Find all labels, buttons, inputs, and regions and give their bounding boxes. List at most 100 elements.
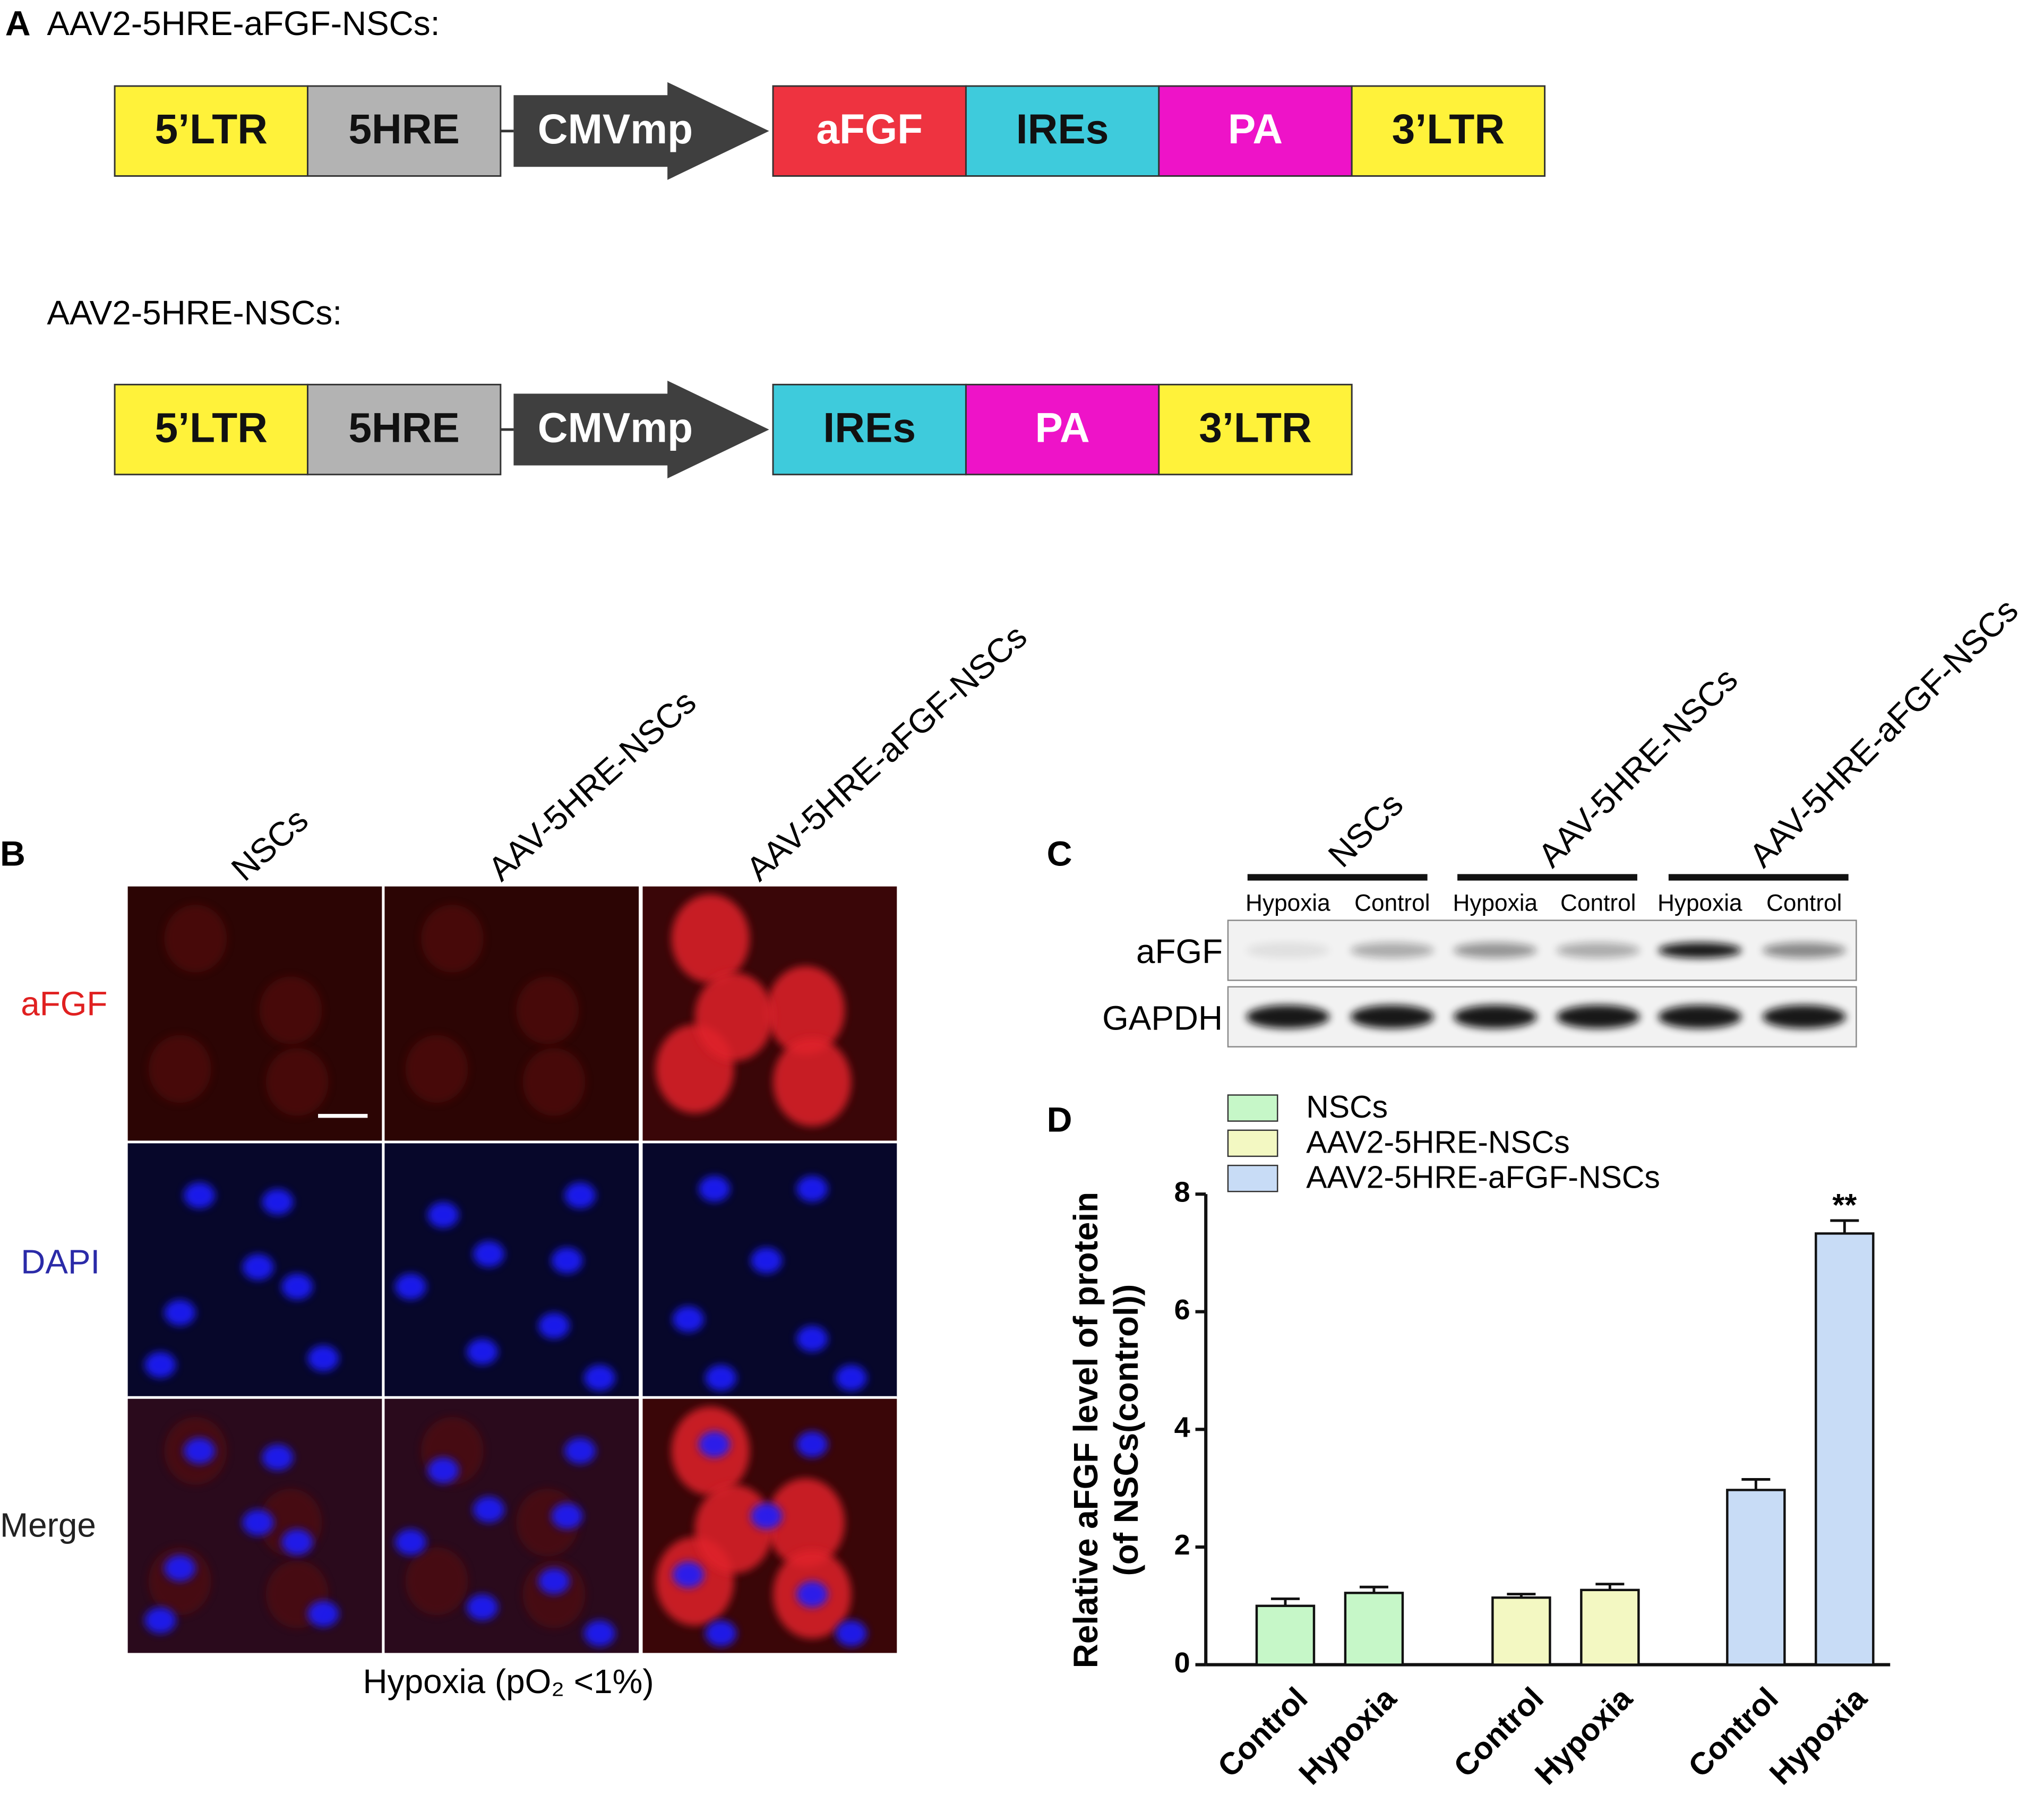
micrograph	[127, 1398, 382, 1653]
row-label: DAPI	[21, 1243, 100, 1281]
construct-title: AAV2-5HRE-NSCs:	[47, 294, 342, 332]
segment-label: PA	[1228, 106, 1283, 152]
segment-label: IREs	[1016, 106, 1109, 152]
nucleus	[751, 1247, 783, 1274]
nucleus	[699, 1175, 730, 1202]
cytoplasm	[516, 976, 579, 1044]
nucleus	[796, 1581, 828, 1608]
blot-label: GAPDH	[1102, 999, 1223, 1037]
cytoplasm	[405, 1035, 468, 1103]
bar	[1580, 1588, 1640, 1666]
micrograph	[642, 886, 897, 1141]
micrograph	[642, 1398, 897, 1653]
band	[1556, 942, 1640, 958]
image-bg	[127, 886, 382, 1141]
panel-letter: A	[5, 4, 31, 44]
nucleus	[262, 1444, 294, 1471]
cytoplasm	[766, 966, 845, 1055]
band	[1658, 1005, 1742, 1029]
band	[1246, 1005, 1330, 1029]
nucleus	[538, 1568, 570, 1594]
band	[1762, 1005, 1846, 1029]
bar	[1815, 1232, 1875, 1666]
cytoplasm	[405, 1547, 468, 1616]
y-axis-label: (of NSCs(control))	[1107, 1284, 1145, 1576]
legend-label: AAV2-5HRE-NSCs	[1306, 1125, 1569, 1160]
band	[1246, 942, 1330, 958]
nucleus	[307, 1345, 339, 1372]
nucleus	[672, 1561, 704, 1588]
image-bg	[384, 1398, 639, 1653]
row-label: Merge	[0, 1506, 96, 1544]
nucleus	[584, 1364, 615, 1391]
nucleus	[184, 1438, 216, 1464]
bar	[1255, 1604, 1316, 1666]
nucleus	[564, 1182, 596, 1209]
cytoplasm	[522, 1048, 586, 1116]
promoter-arrow	[513, 380, 769, 479]
segment-label: 5’LTR	[155, 404, 268, 451]
segment-label: 5HRE	[348, 404, 460, 451]
segment-label: PA	[1035, 404, 1089, 451]
column-label: NSCs	[224, 801, 315, 888]
lane-label: Control	[1560, 890, 1636, 916]
micrograph	[642, 1143, 897, 1398]
segment	[965, 383, 1160, 476]
legend-label: AAV2-5HRE-aFGF-NSCs	[1306, 1161, 1660, 1195]
cytoplasm	[766, 1478, 845, 1567]
segment-label: 5HRE	[348, 106, 460, 152]
segment	[1158, 85, 1353, 177]
segment-label: 3’LTR	[1392, 106, 1505, 152]
micrograph	[384, 1398, 639, 1653]
bar	[1491, 1596, 1551, 1666]
legend-swatch	[1227, 1129, 1278, 1157]
bar	[1344, 1592, 1404, 1666]
nucleus	[699, 1431, 730, 1458]
segment	[965, 85, 1160, 177]
lane-label: Hypoxia	[1246, 890, 1330, 916]
nucleus	[564, 1438, 596, 1464]
lane-label: Control	[1766, 890, 1842, 916]
nucleus	[144, 1352, 176, 1378]
nucleus	[473, 1241, 505, 1267]
panel-letter: D	[1047, 1101, 1072, 1140]
nucleus	[467, 1594, 498, 1621]
nucleus	[796, 1326, 828, 1352]
segment-label: 3’LTR	[1199, 404, 1311, 451]
legend-label: NSCs	[1306, 1090, 1388, 1124]
cytoplasm	[694, 1484, 774, 1574]
panel-letter: C	[1047, 835, 1072, 874]
cytoplasm	[148, 1035, 211, 1103]
nucleus	[242, 1509, 274, 1536]
nucleus	[538, 1312, 570, 1339]
bar	[1726, 1489, 1786, 1666]
x-tick-label: Hypoxia	[1528, 1680, 1639, 1791]
blot-label: aFGF	[1136, 932, 1223, 971]
y-axis-label: Relative aFGF level of protein	[1067, 1192, 1105, 1668]
nucleus	[144, 1607, 176, 1634]
x-tick-label: Hypoxia	[1763, 1680, 1874, 1791]
legend-swatch	[1227, 1164, 1278, 1192]
nucleus	[394, 1529, 426, 1556]
nucleus	[394, 1273, 426, 1300]
nucleus	[705, 1620, 737, 1647]
micrograph	[127, 1143, 382, 1398]
promoter-arrow	[513, 82, 769, 180]
nucleus	[835, 1620, 867, 1647]
band	[1658, 942, 1742, 958]
nucleus	[242, 1254, 274, 1281]
nucleus	[281, 1529, 313, 1556]
blot	[1227, 920, 1857, 981]
construct-title: AAV2-5HRE-aFGF-NSCs:	[47, 4, 440, 42]
nucleus	[262, 1189, 294, 1215]
segment	[306, 85, 502, 177]
segment-label: CMVmp	[538, 106, 693, 152]
cytoplasm	[421, 905, 484, 973]
cytoplasm	[265, 1048, 329, 1116]
y-tick-label: 4	[1174, 1412, 1190, 1444]
cytoplasm	[694, 972, 774, 1061]
column-label: AAV-5HRE-NSCs	[481, 683, 703, 888]
image-bg	[384, 886, 639, 1141]
